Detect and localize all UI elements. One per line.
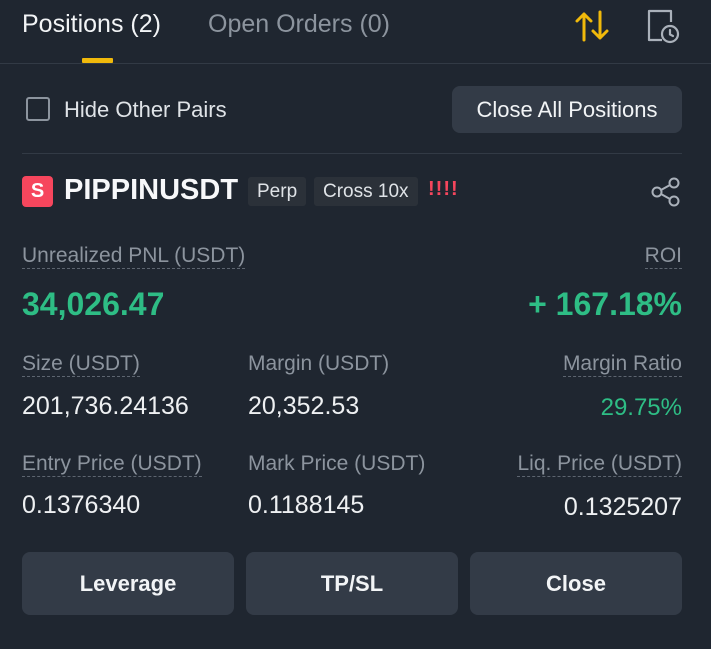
- entry-price-value: 0.1376340: [22, 491, 141, 519]
- leverage-button[interactable]: Leverage: [22, 552, 234, 615]
- close-position-button[interactable]: Close: [470, 552, 682, 615]
- roi-label[interactable]: ROI: [644, 244, 682, 269]
- unrealized-pnl-label[interactable]: Unrealized PNL (USDT): [22, 244, 246, 269]
- entry-price-label[interactable]: Entry Price (USDT): [22, 452, 202, 477]
- liq-price-value: 0.1325207: [563, 493, 682, 521]
- margin-ratio-label[interactable]: Margin Ratio: [562, 352, 682, 377]
- close-all-positions-button[interactable]: Close All Positions: [452, 86, 682, 133]
- order-history-icon[interactable]: [642, 6, 682, 46]
- mark-price-label: Mark Price (USDT): [248, 452, 426, 475]
- sort-arrows-icon[interactable]: [572, 6, 612, 46]
- size-value: 201,736.24136: [22, 392, 189, 420]
- liq-price-label[interactable]: Liq. Price (USDT): [517, 452, 682, 477]
- contract-type-tag: Perp: [248, 177, 307, 206]
- tpsl-button[interactable]: TP/SL: [246, 552, 458, 615]
- divider: [22, 153, 682, 154]
- short-side-badge: S: [22, 176, 53, 207]
- active-tab-indicator: [82, 58, 113, 63]
- hide-other-pairs-checkbox[interactable]: [26, 97, 50, 121]
- margin-mode-tag[interactable]: Cross 10x: [314, 177, 418, 206]
- margin-label: Margin (USDT): [248, 352, 390, 375]
- share-icon[interactable]: [648, 174, 684, 210]
- hide-other-pairs-label[interactable]: Hide Other Pairs: [64, 97, 227, 122]
- size-label[interactable]: Size (USDT): [22, 352, 140, 377]
- position-symbol[interactable]: PIPPINUSDT: [64, 174, 239, 206]
- margin-ratio-value: 29.75%: [600, 394, 682, 421]
- roi-value: + 167.18%: [528, 286, 682, 322]
- tab-open-orders[interactable]: Open Orders (0): [208, 10, 391, 38]
- mark-price-value: 0.1188145: [248, 491, 365, 519]
- tab-positions[interactable]: Positions (2): [22, 10, 161, 38]
- risk-indicator: !!!!: [428, 178, 459, 200]
- unrealized-pnl-value: 34,026.47: [22, 286, 165, 322]
- tab-bar: Positions (2) Open Orders (0): [0, 0, 711, 64]
- margin-value: 20,352.53: [248, 392, 360, 420]
